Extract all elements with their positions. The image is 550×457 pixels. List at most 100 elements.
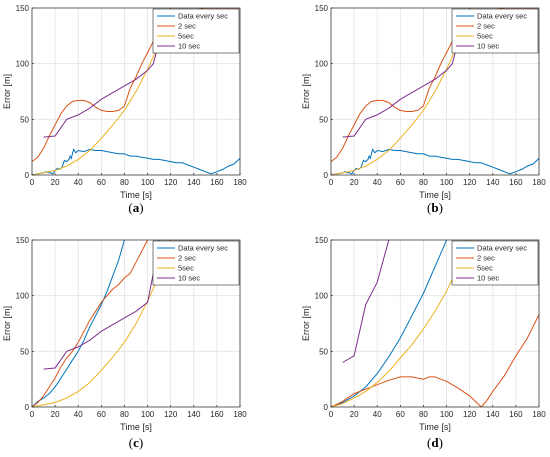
y-tick-label: 100	[16, 292, 30, 301]
panel-caption: (d)	[427, 435, 443, 450]
legend-entry: 10 sec	[477, 42, 499, 51]
legend-entry: 5sec	[178, 32, 194, 41]
x-tick-label: 40	[373, 178, 382, 187]
legend-entry: Data every sec	[178, 12, 228, 21]
x-axis-label: Time [s]	[120, 422, 152, 432]
legend-entry: Data every sec	[178, 244, 228, 253]
legend-entry: 10 sec	[477, 274, 499, 283]
y-tick-label: 50	[319, 115, 328, 124]
x-tick-label: 20	[51, 410, 60, 419]
legend-entry: 5sec	[477, 32, 493, 41]
y-axis-label: Error [m]	[2, 306, 12, 341]
axes-box	[330, 239, 540, 408]
x-tick-label: 20	[350, 410, 359, 419]
chart-panel-b: 0 20 40 60 80 100 120 140 160 180 0 50 100 150 Time [s…	[301, 4, 546, 215]
x-tick-label: 160	[509, 410, 523, 419]
series-line-5sec	[32, 8, 172, 175]
legend-entry: 10 sec	[178, 42, 200, 51]
y-tick-label: 150	[315, 236, 329, 245]
legend-entry: 5sec	[477, 264, 493, 273]
legend-entry: 2 sec	[178, 254, 196, 263]
x-tick-label: 0	[329, 410, 334, 419]
x-tick-label: 0	[30, 178, 35, 187]
y-tick-label: 100	[16, 60, 30, 69]
x-tick-label: 60	[396, 178, 405, 187]
x-tick-label: 140	[486, 410, 500, 419]
x-tick-label: 160	[509, 178, 523, 187]
y-tick-label: 100	[315, 292, 329, 301]
x-tick-label: 60	[396, 410, 405, 419]
axes-box	[31, 7, 241, 176]
series-line-data-every-sec	[331, 148, 539, 175]
panel-caption: (b)	[427, 200, 443, 215]
y-axis-label: Error [m]	[301, 74, 311, 109]
panel-caption: (c)	[129, 435, 143, 450]
x-tick-label: 160	[210, 410, 224, 419]
x-tick-label: 100	[141, 178, 155, 187]
x-tick-label: 80	[120, 178, 129, 187]
series-line-2-sec	[331, 314, 539, 407]
series-line-data-every-sec	[331, 240, 448, 407]
x-tick-label: 40	[373, 410, 382, 419]
y-tick-label: 150	[16, 236, 30, 245]
y-tick-label: 100	[315, 60, 329, 69]
x-tick-label: 60	[97, 410, 106, 419]
x-tick-label: 0	[329, 178, 334, 187]
x-tick-label: 20	[51, 178, 60, 187]
x-tick-label: 80	[419, 410, 428, 419]
y-tick-label: 0	[25, 171, 30, 180]
x-tick-label: 140	[486, 178, 500, 187]
chart-panel-d: 0 20 40 60 80 100 120 140 160 180 0 50 100 150 Time [s…	[301, 236, 546, 450]
x-axis-label: Time [s]	[419, 422, 451, 432]
series-line-5sec	[331, 240, 471, 407]
legend-entry: Data every sec	[477, 244, 527, 253]
y-axis-label: Error [m]	[2, 74, 12, 109]
x-tick-label: 180	[532, 410, 546, 419]
y-tick-label: 0	[324, 171, 329, 180]
series-line-10-sec	[43, 240, 160, 370]
y-tick-label: 0	[324, 403, 329, 412]
x-tick-label: 20	[350, 178, 359, 187]
x-tick-label: 100	[141, 410, 155, 419]
y-tick-label: 50	[319, 347, 328, 356]
axes-box	[330, 7, 540, 176]
x-tick-label: 180	[532, 178, 546, 187]
legend-entry: 2 sec	[178, 22, 196, 31]
series-line-10-sec	[342, 8, 471, 138]
x-tick-label: 60	[97, 178, 106, 187]
series-line-data-every-sec	[32, 148, 240, 175]
panel-caption: (a)	[128, 200, 143, 215]
series-line-5sec	[331, 8, 471, 175]
legend-entry: 5sec	[178, 264, 194, 273]
chart-panel-a: 0 20 40 60 80 100 120 140 160 180 0 50 100 150 Time [s…	[2, 4, 247, 215]
y-tick-label: 50	[20, 347, 29, 356]
x-tick-label: 80	[120, 410, 129, 419]
x-tick-label: 100	[440, 178, 454, 187]
x-tick-label: 40	[74, 178, 83, 187]
x-tick-label: 140	[187, 410, 201, 419]
y-axis-label: Error [m]	[301, 306, 311, 341]
series-line-10-sec	[342, 240, 390, 363]
x-tick-label: 160	[210, 178, 224, 187]
legend-entry: Data every sec	[477, 12, 527, 21]
y-tick-label: 150	[16, 4, 30, 13]
legend-entry: 2 sec	[477, 254, 495, 263]
x-tick-label: 80	[419, 178, 428, 187]
x-tick-label: 180	[233, 178, 247, 187]
x-tick-label: 120	[463, 410, 477, 419]
x-axis-label: Time [s]	[120, 190, 152, 200]
x-tick-label: 120	[164, 410, 178, 419]
series-line-data-every-sec	[32, 240, 125, 407]
x-tick-label: 140	[187, 178, 201, 187]
x-tick-label: 100	[440, 410, 454, 419]
x-tick-label: 0	[30, 410, 35, 419]
series-line-2-sec	[32, 240, 149, 407]
x-axis-label: Time [s]	[419, 190, 451, 200]
x-tick-label: 40	[74, 410, 83, 419]
x-tick-label: 180	[233, 410, 247, 419]
